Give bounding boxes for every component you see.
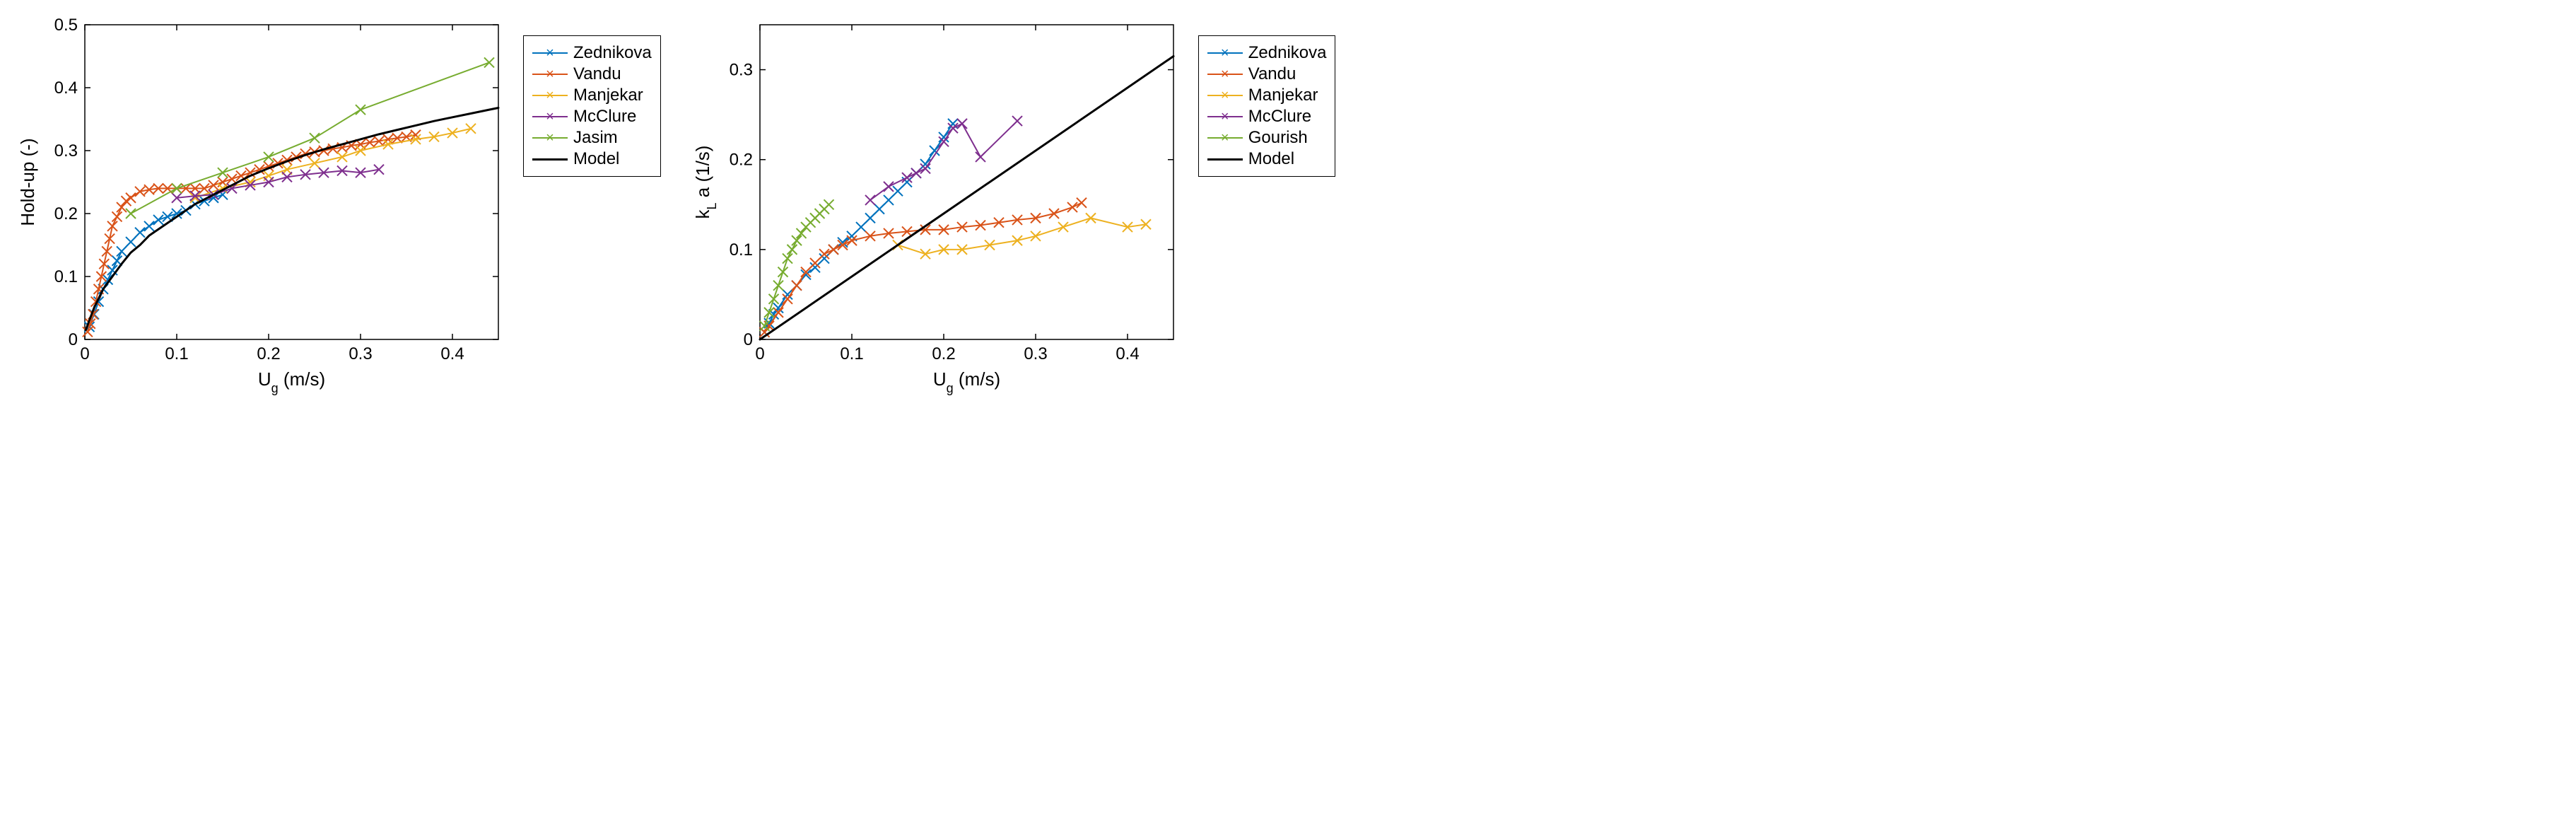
x-marker-icon: × <box>546 67 554 81</box>
x-marker-icon: × <box>546 46 554 60</box>
svg-text:0.4: 0.4 <box>1116 344 1139 363</box>
legend-swatch: × <box>532 67 568 81</box>
legend-label: Vandu <box>573 64 621 84</box>
legend-item: Model <box>532 149 652 169</box>
legend-swatch: × <box>532 131 568 145</box>
svg-text:0.1: 0.1 <box>54 267 78 286</box>
legend-item: × Vandu <box>532 64 652 84</box>
legend-label: Jasim <box>573 128 618 148</box>
legend-swatch: × <box>532 110 568 124</box>
right-chart-block: 0 0.1 0.2 0.3 0.4 0 0.1 0.2 0.3 Ug (m/s) kL a (1/s… <box>689 14 1336 396</box>
svg-text:0.3: 0.3 <box>349 344 372 363</box>
legend-item: × Manjekar <box>532 86 652 105</box>
svg-text:0: 0 <box>755 344 764 363</box>
x-marker-icon: × <box>1221 131 1229 145</box>
x-marker-icon: × <box>546 110 554 124</box>
legend-swatch: × <box>532 88 568 103</box>
x-marker-icon: × <box>1221 88 1229 103</box>
svg-text:0.3: 0.3 <box>54 141 78 161</box>
legend-swatch: × <box>1207 67 1243 81</box>
right-legend: × Zednikova × Vandu × Manjekar × McClure × Gouris… <box>1198 35 1336 177</box>
legend-label: Zednikova <box>1248 43 1327 63</box>
svg-text:0.1: 0.1 <box>165 344 188 363</box>
legend-label: Vandu <box>1248 64 1296 84</box>
legend-label: Model <box>1248 149 1294 169</box>
legend-swatch: × <box>1207 88 1243 103</box>
legend-label: McClure <box>573 107 636 127</box>
svg-text:0.4: 0.4 <box>440 344 464 363</box>
svg-text:0.1: 0.1 <box>729 240 752 260</box>
legend-item: × McClure <box>532 107 652 127</box>
svg-text:Ug (m/s): Ug (m/s) <box>258 368 325 395</box>
svg-text:0.2: 0.2 <box>257 344 280 363</box>
left-legend: × Zednikova × Vandu × Manjekar × McClure × JasimM… <box>523 35 661 177</box>
legend-item: Model <box>1207 149 1327 169</box>
legend-item: × Vandu <box>1207 64 1327 84</box>
svg-text:0.5: 0.5 <box>54 16 78 35</box>
legend-label: McClure <box>1248 107 1311 127</box>
svg-text:0.2: 0.2 <box>54 204 78 223</box>
svg-text:0.3: 0.3 <box>729 61 752 80</box>
legend-swatch: × <box>532 46 568 60</box>
svg-text:0.4: 0.4 <box>54 78 78 98</box>
svg-text:0: 0 <box>80 344 89 363</box>
legend-swatch: × <box>1207 131 1243 145</box>
legend-item: × Zednikova <box>532 43 652 63</box>
x-marker-icon: × <box>546 131 554 145</box>
legend-label: Zednikova <box>573 43 652 63</box>
x-marker-icon: × <box>546 88 554 103</box>
left-chart-block: 0 0.1 0.2 0.3 0.4 0 0.1 0.2 0.3 0.4 0.5 Ug (m/s) Hol… <box>14 14 661 396</box>
x-marker-icon: × <box>1221 67 1229 81</box>
legend-swatch: × <box>1207 110 1243 124</box>
svg-text:0.1: 0.1 <box>840 344 863 363</box>
svg-text:Ug (m/s): Ug (m/s) <box>933 368 1000 395</box>
svg-text:kL a (1/s): kL a (1/s) <box>692 146 719 219</box>
legend-swatch <box>1207 152 1243 166</box>
svg-text:0.2: 0.2 <box>729 151 752 170</box>
x-marker-icon: × <box>1221 46 1229 60</box>
right-chart: 0 0.1 0.2 0.3 0.4 0 0.1 0.2 0.3 Ug (m/s) kL a (1/s… <box>689 14 1184 396</box>
svg-text:0: 0 <box>69 330 78 349</box>
legend-item: × Gourish <box>1207 128 1327 148</box>
svg-text:Hold-up (-): Hold-up (-) <box>17 138 38 226</box>
legend-label: Manjekar <box>573 86 643 105</box>
svg-text:0.3: 0.3 <box>1024 344 1047 363</box>
legend-label: Manjekar <box>1248 86 1318 105</box>
x-marker-icon: × <box>1221 110 1229 124</box>
legend-label: Gourish <box>1248 128 1308 148</box>
legend-item: × Jasim <box>532 128 652 148</box>
left-chart: 0 0.1 0.2 0.3 0.4 0 0.1 0.2 0.3 0.4 0.5 Ug (m/s) Hol… <box>14 14 509 396</box>
legend-item: × McClure <box>1207 107 1327 127</box>
figure-container: 0 0.1 0.2 0.3 0.4 0 0.1 0.2 0.3 0.4 0.5 Ug (m/s) Hol… <box>14 14 2562 396</box>
legend-swatch: × <box>1207 46 1243 60</box>
legend-item: × Manjekar <box>1207 86 1327 105</box>
svg-text:0: 0 <box>743 330 752 349</box>
svg-text:0.2: 0.2 <box>932 344 955 363</box>
legend-swatch <box>532 152 568 166</box>
legend-item: × Zednikova <box>1207 43 1327 63</box>
legend-label: Model <box>573 149 619 169</box>
